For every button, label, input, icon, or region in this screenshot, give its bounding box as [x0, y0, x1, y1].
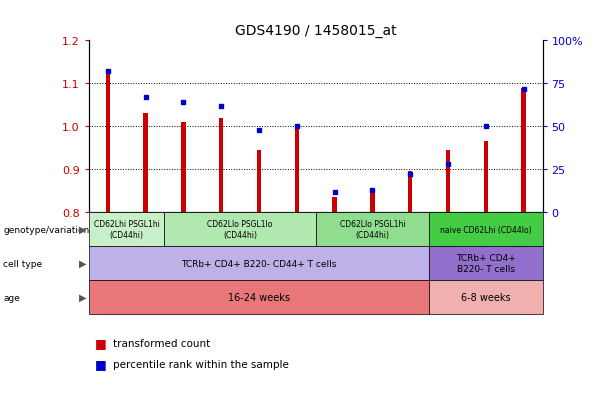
Text: 16-24 weeks: 16-24 weeks: [228, 292, 290, 302]
Text: 6-8 weeks: 6-8 weeks: [461, 292, 511, 302]
Text: ■: ■: [95, 337, 107, 350]
Bar: [484, 142, 488, 213]
Text: ▶: ▶: [79, 292, 86, 302]
Title: GDS4190 / 1458015_at: GDS4190 / 1458015_at: [235, 24, 397, 38]
Text: ▶: ▶: [79, 225, 86, 235]
Text: CD62Lhi PSGL1hi
(CD44hi): CD62Lhi PSGL1hi (CD44hi): [94, 220, 159, 239]
Bar: [143, 114, 148, 213]
Text: ■: ■: [95, 357, 107, 370]
Bar: [332, 198, 337, 213]
Bar: [257, 151, 261, 213]
Bar: [446, 151, 451, 213]
Text: ▶: ▶: [79, 259, 86, 268]
Text: TCRb+ CD4+
B220- T cells: TCRb+ CD4+ B220- T cells: [456, 254, 516, 273]
Text: genotype/variation: genotype/variation: [3, 225, 89, 234]
Text: age: age: [3, 293, 20, 302]
Text: CD62Llo PSGL1hi
(CD44hi): CD62Llo PSGL1hi (CD44hi): [340, 220, 405, 239]
Text: transformed count: transformed count: [113, 338, 211, 348]
Text: naive CD62Lhi (CD44lo): naive CD62Lhi (CD44lo): [440, 225, 531, 234]
Text: TCRb+ CD4+ B220- CD44+ T cells: TCRb+ CD4+ B220- CD44+ T cells: [181, 259, 337, 268]
Text: CD62Llo PSGL1lo
(CD44hi): CD62Llo PSGL1lo (CD44hi): [207, 220, 273, 239]
Bar: [105, 71, 110, 213]
Bar: [294, 125, 299, 213]
Text: percentile rank within the sample: percentile rank within the sample: [113, 359, 289, 369]
Bar: [370, 193, 375, 213]
Text: cell type: cell type: [3, 259, 42, 268]
Bar: [219, 119, 224, 213]
Bar: [408, 172, 413, 213]
Bar: [181, 123, 186, 213]
Bar: [521, 88, 526, 213]
